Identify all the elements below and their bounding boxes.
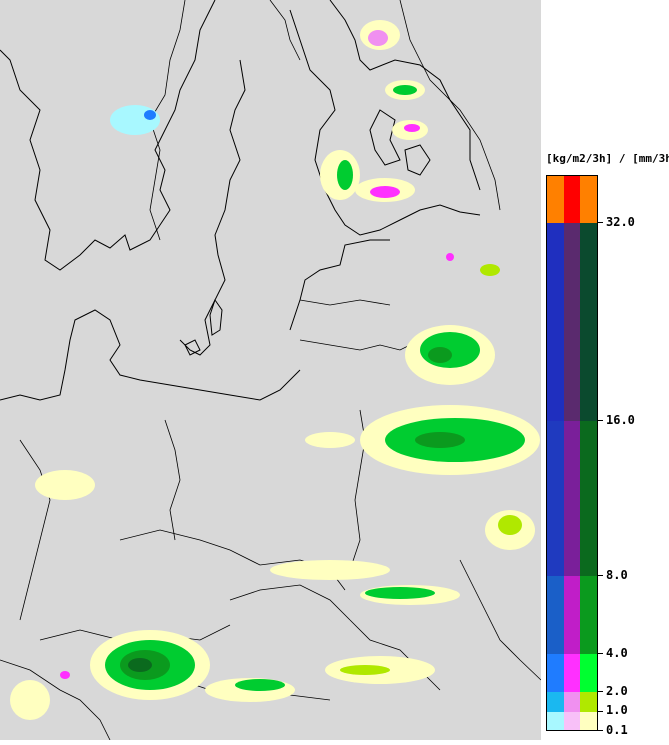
legend-panel: [kg/m2/3h] / [mm/3h] [541, 0, 669, 740]
legend-band-1-2 [547, 692, 598, 712]
tick-mark [598, 730, 603, 731]
legend-colorbar [546, 175, 598, 731]
tick-label-8: 8.0 [606, 568, 628, 582]
tick-mark [598, 691, 603, 692]
legend-title: [kg/m2/3h] / [mm/3h] [546, 152, 669, 165]
legend-cell [580, 223, 598, 421]
legend-cell [580, 692, 598, 712]
tick-label-0.1: 0.1 [606, 723, 628, 737]
legend-cell [563, 176, 581, 223]
tick-mark [598, 653, 603, 654]
precipitation-areas [10, 20, 540, 720]
legend-cell [563, 712, 581, 730]
tick-mark [598, 711, 603, 712]
legend-cell [563, 421, 581, 576]
tick-label-1: 1.0 [606, 703, 628, 717]
legend-band-4-8 [547, 576, 598, 654]
tick-mark [598, 420, 603, 421]
tick-label-4: 4.0 [606, 646, 628, 660]
legend-cell [580, 176, 598, 223]
tick-mark [598, 575, 603, 576]
tick-label-32: 32.0 [606, 215, 635, 229]
legend-cell [547, 654, 564, 692]
legend-cell [547, 421, 564, 576]
legend-cell [547, 176, 564, 223]
legend-band-16-32 [547, 223, 598, 421]
legend-cell [580, 654, 598, 692]
legend-band-2-4 [547, 654, 598, 692]
legend-cell [580, 576, 598, 654]
legend-cell [580, 712, 598, 730]
tick-mark [598, 222, 603, 223]
legend-band-8-16 [547, 421, 598, 576]
tick-label-2: 2.0 [606, 684, 628, 698]
legend-cell [547, 223, 564, 421]
legend-cell [563, 576, 581, 654]
legend-cell [563, 692, 581, 712]
map-canvas [0, 0, 542, 741]
legend-cell [547, 712, 564, 730]
legend-band-above-32 [547, 176, 598, 223]
legend-cell [547, 576, 564, 654]
legend-cell [547, 692, 564, 712]
precipitation-map [0, 0, 542, 741]
legend-cell [580, 421, 598, 576]
coastlines [0, 0, 481, 401]
legend-band-0.1-1 [547, 712, 598, 730]
tick-label-16: 16.0 [606, 413, 635, 427]
legend-cell [563, 654, 581, 692]
legend-cell [563, 223, 581, 421]
